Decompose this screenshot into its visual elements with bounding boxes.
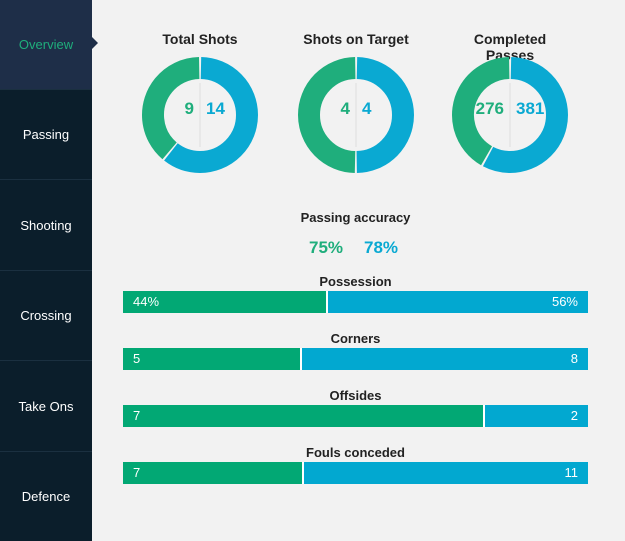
nav-label: Defence	[21, 489, 71, 504]
donut-chart: Completed Passes 276 381	[448, 31, 572, 177]
donut-away-arc	[452, 57, 568, 173]
nav-label: Shooting	[20, 218, 72, 233]
passing-accuracy-title: Passing accuracy	[300, 210, 411, 225]
sidebar-item-defence[interactable]: Defence	[0, 452, 92, 541]
nav-label: Crossing	[20, 308, 72, 323]
bar-away-segment: 2	[484, 405, 588, 427]
donut-chart: Total Shots 9 14	[138, 31, 262, 177]
bar-home-segment: 7	[123, 405, 485, 427]
sidebar-item-passing[interactable]: Passing	[0, 90, 92, 180]
nav-label: Overview	[18, 37, 74, 52]
donut-away-arc	[298, 57, 414, 173]
bar-home-segment: 5	[123, 348, 302, 370]
donut-away-value: 4	[362, 99, 372, 118]
bar-away-segment: 11	[303, 462, 588, 484]
donut-away-value: 381	[516, 99, 545, 118]
donut-home-value: 9	[184, 99, 194, 118]
passing-accuracy-home: 75%	[309, 238, 344, 257]
sidebar-item-crossing[interactable]: Crossing	[0, 271, 92, 361]
donut-ring	[298, 57, 414, 173]
bar-title: Fouls conceded	[306, 445, 405, 460]
bar-away-segment: 56%	[327, 291, 588, 313]
nav-label: Take Ons	[18, 399, 74, 414]
donut-away-arc	[142, 57, 258, 173]
bar-title: Corners	[330, 331, 381, 346]
donut-home-arc	[452, 57, 568, 173]
donut-ring	[452, 57, 568, 173]
donut-ring	[141, 57, 258, 173]
donut-home-arc	[141, 57, 258, 173]
sidebar: Overview Passing Shooting Crossing Take …	[0, 0, 92, 541]
sidebar-item-overview[interactable]: Overview	[0, 0, 92, 90]
donut-title: Total Shots	[162, 31, 238, 47]
bar-home-segment: 44%	[123, 291, 328, 313]
stat-bar: 44% 56%	[123, 291, 588, 313]
donut-home-arc	[298, 57, 414, 173]
donut-home-value: 276	[475, 99, 504, 118]
stat-bar: 7 11	[123, 462, 588, 484]
bar-home-segment: 7	[123, 462, 304, 484]
nav-label: Passing	[22, 127, 70, 142]
bar-away-segment: 8	[301, 348, 588, 370]
bar-title: Possession	[319, 274, 392, 289]
active-indicator-arrow	[92, 37, 98, 49]
donut-chart: Shots on Target 4 4	[294, 31, 418, 177]
bar-title: Offsides	[329, 388, 382, 403]
donut-home-value: 4	[340, 99, 350, 118]
donut-title: Shots on Target	[303, 31, 409, 47]
donut-title: Completed Passes	[473, 31, 547, 63]
sidebar-item-shooting[interactable]: Shooting	[0, 181, 92, 271]
passing-accuracy-away: 78%	[364, 238, 399, 257]
donut-away-value: 14	[206, 99, 225, 118]
sidebar-item-take-ons[interactable]: Take Ons	[0, 362, 92, 452]
